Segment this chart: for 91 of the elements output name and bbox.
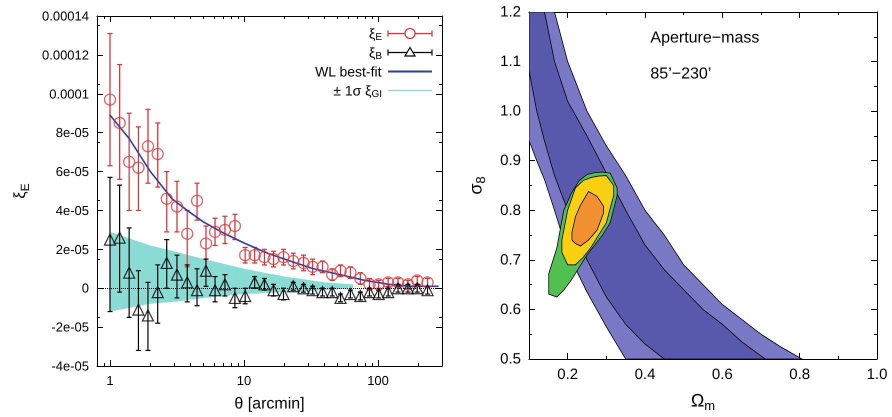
- x-tick-label: 0.2: [557, 366, 578, 383]
- y-tick-label: 0: [82, 280, 89, 296]
- point: [402, 282, 414, 294]
- y-tick-label: 1.2: [500, 4, 521, 20]
- y-tick-label: 0.00014: [42, 8, 89, 24]
- annotation: Aperture−mass: [650, 30, 760, 46]
- x-tick-label: 0.4: [634, 366, 656, 383]
- annotation: 85’−230’: [650, 66, 712, 82]
- point: [316, 286, 329, 298]
- y-tick-label: 0.7: [500, 251, 521, 268]
- point: [392, 282, 404, 294]
- point: [152, 148, 164, 160]
- x-axis-title: θ [arcmin]: [234, 396, 305, 412]
- point: [170, 200, 184, 213]
- point: [218, 224, 231, 236]
- y-tick-label: 1.0: [500, 102, 521, 120]
- point: [382, 286, 394, 298]
- y-tick-label: 0.5: [500, 350, 521, 368]
- point: [382, 276, 394, 288]
- point: [181, 228, 194, 240]
- point: [160, 192, 173, 205]
- point: [104, 94, 116, 106]
- y-tick-label: 4e-05: [56, 202, 89, 218]
- point: [306, 260, 319, 273]
- point: [228, 292, 241, 304]
- x-tick-label: 0.6: [712, 366, 733, 383]
- point: [372, 288, 385, 300]
- point: [181, 276, 194, 288]
- point: [114, 116, 126, 130]
- point: [277, 288, 290, 300]
- point: [277, 251, 290, 264]
- point: [363, 278, 376, 290]
- point: [267, 284, 280, 296]
- y-tick-label: -4e-05: [51, 358, 89, 374]
- y-tick-label: -2e-05: [51, 320, 89, 335]
- point: [152, 286, 164, 298]
- y-axis-title: ξE: [12, 183, 32, 199]
- point: [239, 290, 252, 302]
- point: [142, 140, 154, 152]
- point: [132, 162, 145, 174]
- point: [228, 220, 241, 232]
- point: [208, 284, 222, 296]
- point: [114, 232, 126, 244]
- point: [132, 304, 145, 316]
- point: [239, 249, 252, 262]
- y-axis-title: σ8: [466, 176, 488, 195]
- point: [200, 264, 212, 277]
- point: [160, 256, 173, 270]
- point: [411, 282, 424, 294]
- x-tick-label: 0.8: [789, 366, 810, 383]
- point: [287, 280, 300, 292]
- legend-label: WL best-fit: [315, 64, 382, 80]
- y-tick-label: 2e-05: [56, 242, 89, 257]
- point: [354, 290, 366, 302]
- point: [190, 194, 204, 207]
- point: [344, 288, 357, 300]
- x-tick-label: 100: [367, 373, 389, 388]
- point: [421, 284, 434, 296]
- x-tick-label: 1.0: [866, 366, 888, 383]
- y-tick-label: 0.6: [500, 300, 521, 318]
- point: [306, 284, 319, 296]
- point: [218, 278, 231, 290]
- x-tick-label: 10: [236, 373, 252, 388]
- point: [208, 226, 222, 238]
- point: [287, 254, 300, 268]
- point: [421, 276, 434, 288]
- point: [297, 282, 310, 294]
- point: [297, 256, 310, 270]
- point: [248, 249, 261, 262]
- point: [123, 156, 136, 168]
- point: [334, 264, 347, 277]
- point: [258, 278, 271, 290]
- point: [170, 268, 184, 281]
- point: [334, 292, 347, 304]
- point: [190, 284, 204, 296]
- y-tick-label: 0.8: [500, 202, 521, 219]
- y-tick-label: 8e-05: [56, 125, 89, 140]
- y-tick-label: 0.9: [500, 152, 521, 170]
- point: [142, 309, 154, 322]
- point: [267, 252, 280, 266]
- point: [248, 276, 261, 288]
- x-tick-label: 1: [106, 373, 114, 388]
- y-tick-label: 6e-05: [56, 164, 89, 180]
- y-tick-label: 0.0001: [49, 86, 89, 102]
- point: [326, 286, 338, 298]
- point: [363, 286, 376, 298]
- point: [104, 234, 116, 246]
- point: [123, 266, 136, 279]
- y-tick-label: 0.00012: [42, 47, 89, 62]
- point: [258, 251, 271, 264]
- y-tick-label: 1.1: [500, 53, 521, 70]
